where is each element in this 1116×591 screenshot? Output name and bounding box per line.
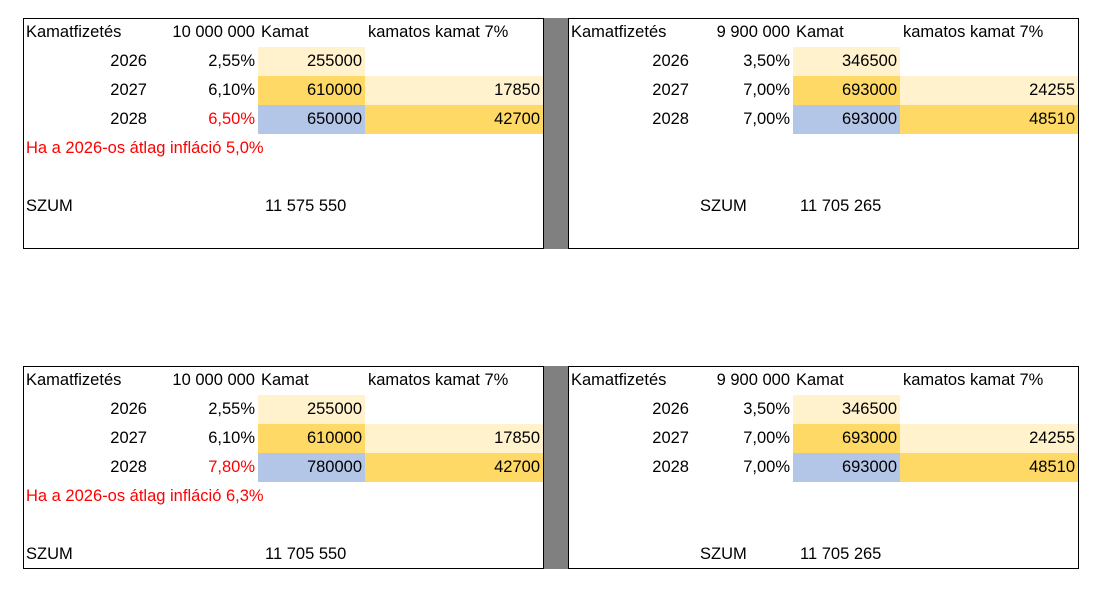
kamat-cell[interactable]: 346500 xyxy=(793,395,900,424)
column-separator xyxy=(543,18,569,249)
compound-cell[interactable]: 42700 xyxy=(365,453,543,482)
header-label[interactable]: Kamatfizetés xyxy=(571,23,667,41)
year-cell[interactable]: 2028 xyxy=(652,110,689,128)
year-cell[interactable]: 2027 xyxy=(652,429,689,447)
compound-cell[interactable]: 48510 xyxy=(900,453,1078,482)
year-cell[interactable]: 2028 xyxy=(652,458,689,476)
year-cell[interactable]: 2028 xyxy=(110,458,147,476)
compound-cell[interactable]: 17850 xyxy=(365,76,543,105)
rate-cell[interactable]: 2,55% xyxy=(208,400,255,418)
rate-cell[interactable]: 6,10% xyxy=(208,81,255,99)
compound-cell[interactable]: 24255 xyxy=(900,76,1078,105)
rate-cell[interactable]: 6,10% xyxy=(208,429,255,447)
kamat-cell[interactable]: 255000 xyxy=(258,395,365,424)
header-principal[interactable]: 9 900 000 xyxy=(716,371,790,389)
kamat-cell[interactable]: 650000 xyxy=(258,105,365,134)
column-separator xyxy=(543,366,569,569)
kamat-cell[interactable]: 693000 xyxy=(793,453,900,482)
rate-cell[interactable]: 7,00% xyxy=(743,429,790,447)
year-cell[interactable]: 2028 xyxy=(110,110,147,128)
sum-value[interactable]: 11 705 265 xyxy=(800,545,882,563)
compound-cell[interactable]: 24255 xyxy=(900,424,1078,453)
header-kamat[interactable]: Kamat xyxy=(261,23,309,41)
header-compound[interactable]: kamatos kamat 7% xyxy=(903,23,1044,41)
kamat-cell[interactable]: 255000 xyxy=(258,47,365,76)
header-kamat[interactable]: Kamat xyxy=(261,371,309,389)
header-label[interactable]: Kamatfizetés xyxy=(571,371,667,389)
sum-label[interactable]: SZUM xyxy=(26,545,73,563)
compound-cell[interactable] xyxy=(365,47,543,76)
compound-cell[interactable]: 48510 xyxy=(900,105,1078,134)
header-compound[interactable]: kamatos kamat 7% xyxy=(368,371,509,389)
sum-label[interactable]: SZUM xyxy=(700,197,747,215)
year-cell[interactable]: 2027 xyxy=(110,81,147,99)
year-cell[interactable]: 2026 xyxy=(110,400,147,418)
rate-cell[interactable]: 6,50% xyxy=(208,110,255,128)
compound-cell[interactable]: 42700 xyxy=(365,105,543,134)
inflation-note[interactable]: Ha a 2026-os átlag infláció 6,3% xyxy=(26,487,264,505)
sum-value[interactable]: 11 705 550 xyxy=(265,545,347,563)
rate-cell[interactable]: 3,50% xyxy=(743,52,790,70)
year-cell[interactable]: 2026 xyxy=(652,52,689,70)
year-cell[interactable]: 2027 xyxy=(652,81,689,99)
year-cell[interactable]: 2026 xyxy=(110,52,147,70)
kamat-cell[interactable]: 693000 xyxy=(793,76,900,105)
rate-cell[interactable]: 7,00% xyxy=(743,458,790,476)
rate-cell[interactable]: 7,00% xyxy=(743,81,790,99)
kamat-cell[interactable]: 693000 xyxy=(793,424,900,453)
sum-label[interactable]: SZUM xyxy=(26,197,73,215)
kamat-cell[interactable]: 610000 xyxy=(258,424,365,453)
kamat-cell[interactable]: 780000 xyxy=(258,453,365,482)
compound-cell[interactable] xyxy=(900,47,1078,76)
header-compound[interactable]: kamatos kamat 7% xyxy=(368,23,509,41)
kamat-cell[interactable]: 346500 xyxy=(793,47,900,76)
rate-cell[interactable]: 2,55% xyxy=(208,52,255,70)
sum-label[interactable]: SZUM xyxy=(700,545,747,563)
header-kamat[interactable]: Kamat xyxy=(796,371,844,389)
header-principal[interactable]: 10 000 000 xyxy=(172,23,255,41)
year-cell[interactable]: 2026 xyxy=(652,400,689,418)
inflation-note[interactable]: Ha a 2026-os átlag infláció 5,0% xyxy=(26,139,264,157)
compound-cell[interactable]: 17850 xyxy=(365,424,543,453)
rate-cell[interactable]: 7,80% xyxy=(208,458,255,476)
header-principal[interactable]: 9 900 000 xyxy=(716,23,790,41)
sum-value[interactable]: 11 705 265 xyxy=(800,197,882,215)
kamat-cell[interactable]: 693000 xyxy=(793,105,900,134)
header-label[interactable]: Kamatfizetés xyxy=(26,371,122,389)
compound-cell[interactable] xyxy=(900,395,1078,424)
rate-cell[interactable]: 3,50% xyxy=(743,400,790,418)
compound-cell[interactable] xyxy=(365,395,543,424)
sum-value[interactable]: 11 575 550 xyxy=(265,197,347,215)
header-principal[interactable]: 10 000 000 xyxy=(172,371,255,389)
kamat-cell[interactable]: 610000 xyxy=(258,76,365,105)
header-kamat[interactable]: Kamat xyxy=(796,23,844,41)
header-label[interactable]: Kamatfizetés xyxy=(26,23,122,41)
year-cell[interactable]: 2027 xyxy=(110,429,147,447)
rate-cell[interactable]: 7,00% xyxy=(743,110,790,128)
header-compound[interactable]: kamatos kamat 7% xyxy=(903,371,1044,389)
